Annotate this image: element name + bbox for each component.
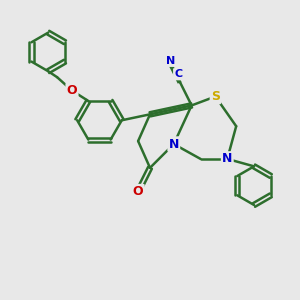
Text: N: N — [169, 138, 179, 151]
Text: O: O — [133, 185, 143, 198]
Text: S: S — [211, 90, 220, 103]
Text: N: N — [166, 56, 176, 66]
Text: C: C — [174, 69, 182, 79]
Text: O: O — [67, 84, 77, 97]
Text: N: N — [222, 152, 232, 165]
